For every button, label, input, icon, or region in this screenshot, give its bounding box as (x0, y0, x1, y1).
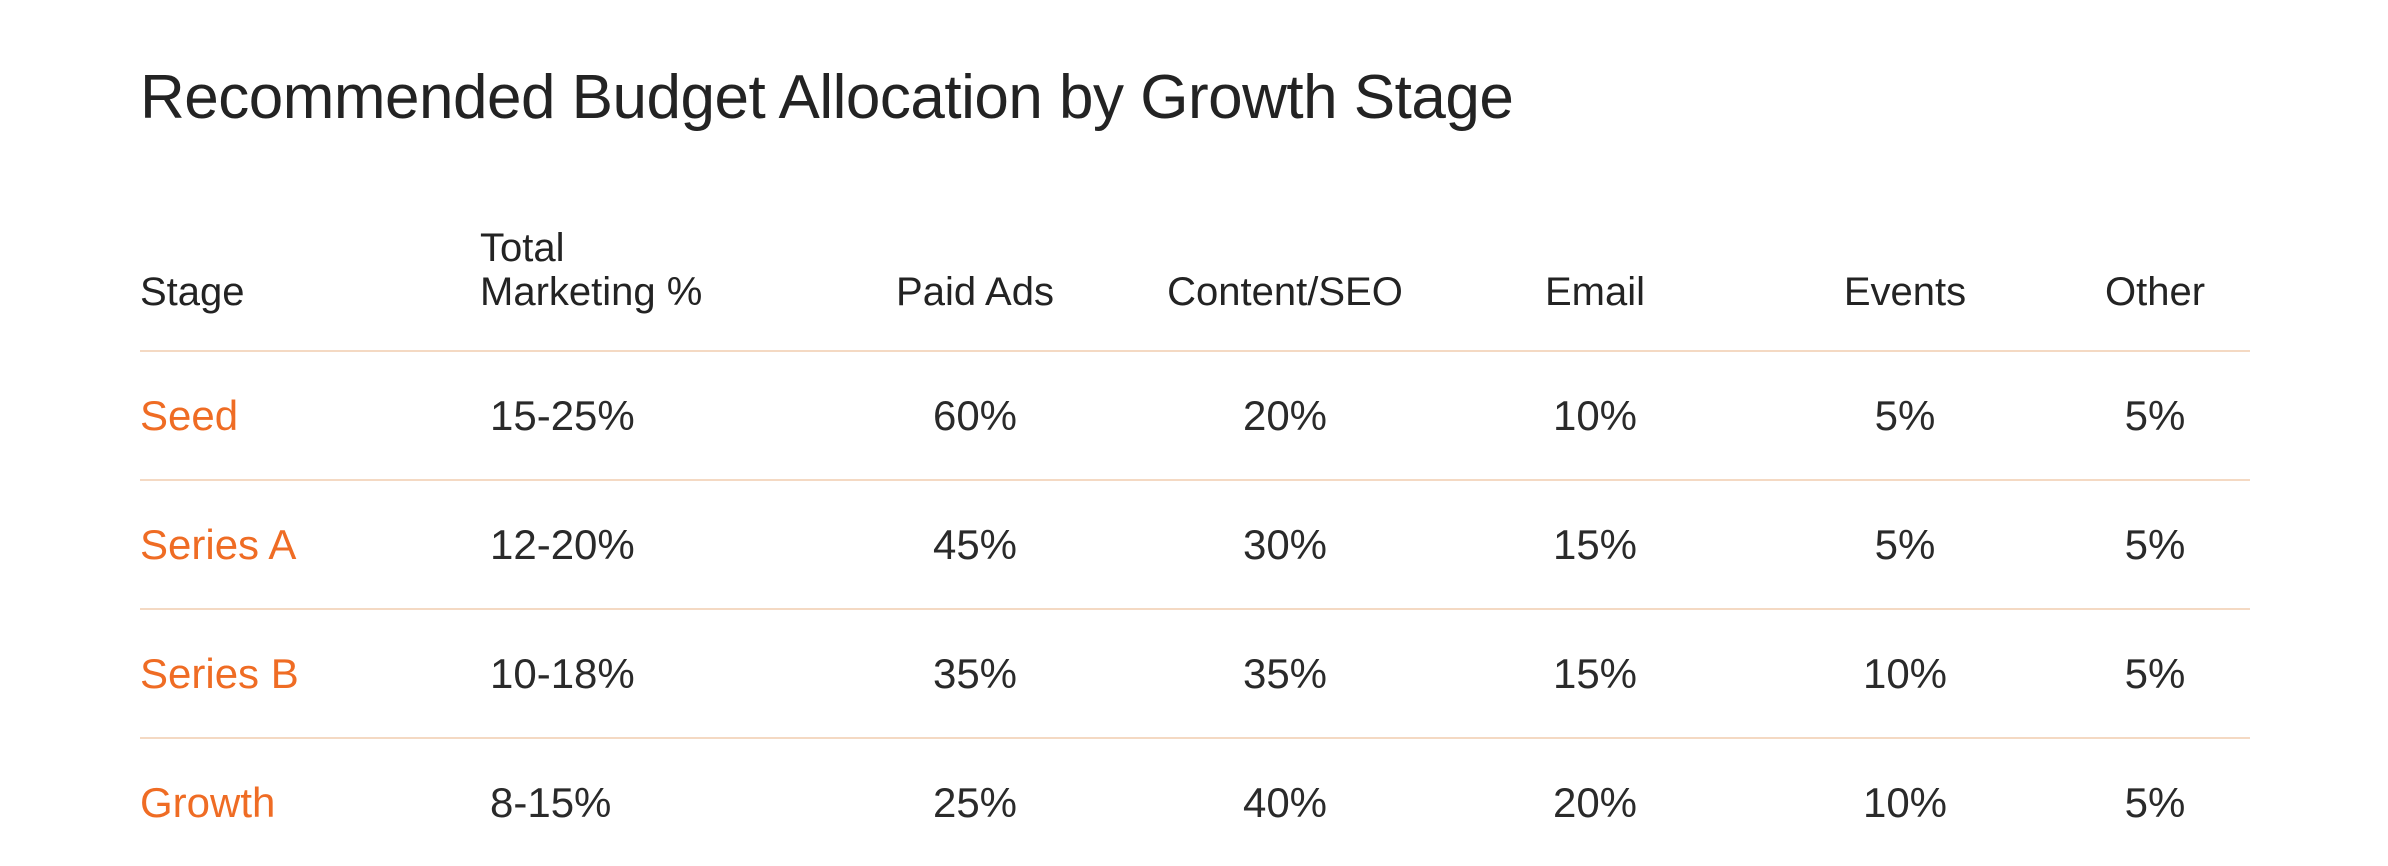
paid-ads-cell: 45% (820, 480, 1130, 610)
paid-ads-cell: 25% (932, 778, 1018, 826)
email-cell: 10% (1440, 351, 1750, 481)
content-seo-cell: 40% (1242, 778, 1328, 826)
stage-cell: Growth (140, 778, 276, 826)
total-marketing-cell: 8-15% (490, 778, 612, 826)
table-body: Seed 15-25% 60% 20% 10% 5% 5% Series A 1… (140, 351, 2250, 866)
column-header-email: Email (1440, 182, 1750, 352)
stage-cell: Series B (140, 609, 480, 739)
other-cell: 5% (2124, 778, 2186, 826)
page-title: Recommended Budget Allocation by Growth … (140, 63, 1514, 132)
email-cell: 20% (1552, 778, 1638, 826)
total-marketing-cell: 15-25% (480, 351, 820, 481)
column-header-other: Other (2060, 182, 2250, 352)
column-header-total-marketing: Total Marketing % (480, 182, 820, 352)
events-cell: 5% (1750, 351, 2060, 481)
events-cell: 5% (1750, 480, 2060, 610)
events-cell: 10% (1750, 609, 2060, 739)
email-cell: 15% (1440, 609, 1750, 739)
paid-ads-cell: 60% (820, 351, 1130, 481)
content-seo-cell: 20% (1130, 351, 1440, 481)
column-header-events: Events (1750, 182, 2060, 352)
content-seo-cell: 35% (1130, 609, 1440, 739)
content-seo-cell: 30% (1130, 480, 1440, 610)
table-header: Stage Total Marketing % Paid Ads Content/… (140, 182, 2250, 352)
column-header-content-seo: Content/SEO (1130, 182, 1440, 352)
table-row: Series A 12-20% 45% 30% 15% 5% 5% (140, 480, 2250, 610)
events-cell: 10% (1862, 778, 1948, 826)
other-cell: 5% (2060, 609, 2250, 739)
column-header-stage: Stage (140, 182, 480, 352)
budget-allocation-table: Stage Total Marketing % Paid Ads Content/… (140, 182, 2250, 866)
other-cell: 5% (2060, 480, 2250, 610)
table-row: Series B 10-18% 35% 35% 15% 10% 5% (140, 609, 2250, 739)
total-marketing-cell: 12-20% (480, 480, 820, 610)
paid-ads-cell: 35% (820, 609, 1130, 739)
header-row: Stage Total Marketing % Paid Ads Content/… (140, 182, 2250, 352)
table-row: Growth 8-15% 25% 40% 20% 10% 5% (140, 738, 2250, 866)
column-header-total-line2: Marketing % (480, 270, 703, 314)
stage-cell: Seed (140, 351, 480, 481)
stage-cell: Series A (140, 480, 480, 610)
other-cell: 5% (2060, 351, 2250, 481)
column-header-paid-ads: Paid Ads (820, 182, 1130, 352)
email-cell: 15% (1440, 480, 1750, 610)
column-header-total-line1: Total (480, 226, 565, 270)
table-row: Seed 15-25% 60% 20% 10% 5% 5% (140, 351, 2250, 481)
total-marketing-cell: 10-18% (480, 609, 820, 739)
